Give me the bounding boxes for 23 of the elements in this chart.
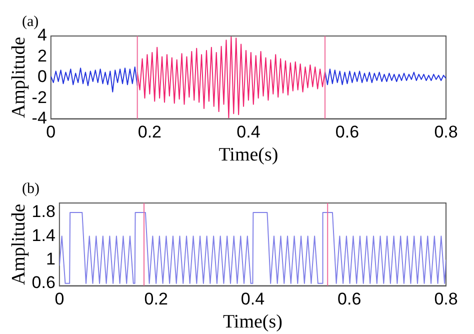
y-tick-label: 2 [37, 46, 47, 66]
y-axis-title: Amplitude [8, 204, 30, 286]
y-tick-label: 0.6 [32, 273, 56, 292]
chart-title: (b) [22, 181, 40, 197]
y-tick-label: 1 [46, 249, 56, 268]
y-tick-label: -2 [32, 88, 47, 107]
y-tick-label: -4 [32, 108, 47, 128]
y-tick-label: 4 [37, 26, 47, 45]
y-tick-label: 1.4 [32, 226, 56, 245]
x-axis-title: Time(s) [218, 144, 278, 166]
y-tick-label: 1.8 [32, 202, 56, 222]
chart-title: (a) [22, 14, 39, 30]
x-tick-label: 0.8 [434, 290, 458, 309]
x-tick-label: 0.6 [335, 122, 360, 142]
y-tick-label: 0 [37, 67, 47, 86]
x-tick-label: 0.8 [434, 122, 458, 142]
x-tick-label: 0.2 [144, 290, 168, 309]
x-tick-label: 0.6 [338, 290, 362, 309]
y-axis-title: Amplitude [8, 36, 30, 118]
x-tick-label: 0.4 [240, 290, 265, 309]
x-tick-label: 0.4 [236, 122, 260, 142]
x-axis-title: Time(s) [222, 312, 282, 333]
x-tick-label: 0.2 [138, 122, 162, 142]
